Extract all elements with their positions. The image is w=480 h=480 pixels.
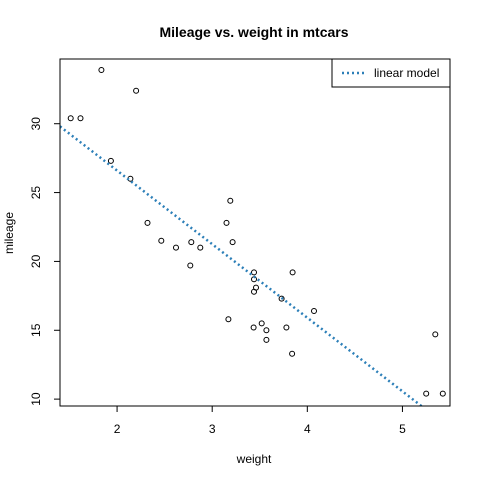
y-tick-label: 15 xyxy=(29,323,43,337)
plot-frame xyxy=(59,58,451,407)
data-point xyxy=(258,320,265,327)
data-point xyxy=(432,331,439,338)
y-tick-label: 20 xyxy=(29,254,43,268)
legend: linear model xyxy=(331,58,451,88)
legend-box xyxy=(331,58,451,88)
data-point xyxy=(67,115,74,122)
data-point xyxy=(158,237,165,244)
y-tick-label: 25 xyxy=(29,186,43,200)
chart-title: Mileage vs. weight in mtcars xyxy=(159,24,348,40)
y-tick-label: 30 xyxy=(29,117,43,131)
data-point xyxy=(227,197,234,204)
data-point xyxy=(77,115,84,122)
data-point xyxy=(289,350,296,357)
y-axis-label: mileage xyxy=(2,212,16,254)
data-point xyxy=(250,324,257,331)
data-point xyxy=(251,269,257,276)
data-point xyxy=(144,219,151,226)
data-point xyxy=(107,157,114,164)
legend-label: linear model xyxy=(374,66,439,80)
data-point xyxy=(188,239,195,246)
x-axis: 2 3 4 5 xyxy=(114,406,406,436)
x-tick-label: 4 xyxy=(304,422,311,436)
data-point xyxy=(439,390,446,397)
data-point xyxy=(229,239,236,246)
regression-line xyxy=(60,125,424,406)
data-point xyxy=(423,390,430,397)
y-axis: 10 15 20 25 30 xyxy=(29,117,60,406)
x-tick-label: 5 xyxy=(399,422,406,436)
data-point xyxy=(133,87,140,94)
data-point xyxy=(197,244,204,251)
data-point xyxy=(98,67,105,73)
data-point xyxy=(283,324,290,331)
x-axis-label: weight xyxy=(236,452,272,466)
data-point xyxy=(251,288,257,295)
x-tick-label: 3 xyxy=(209,422,216,436)
data-point xyxy=(187,262,194,269)
data-point xyxy=(263,336,270,343)
data-point xyxy=(173,244,179,251)
y-tick-label: 10 xyxy=(29,392,43,406)
data-point xyxy=(223,219,230,226)
data-point xyxy=(311,308,317,314)
data-point xyxy=(225,316,232,323)
plot-marks xyxy=(60,67,446,406)
data-point xyxy=(289,269,296,276)
data-point xyxy=(263,327,270,334)
x-tick-label: 2 xyxy=(114,422,121,436)
data-point xyxy=(278,295,285,302)
